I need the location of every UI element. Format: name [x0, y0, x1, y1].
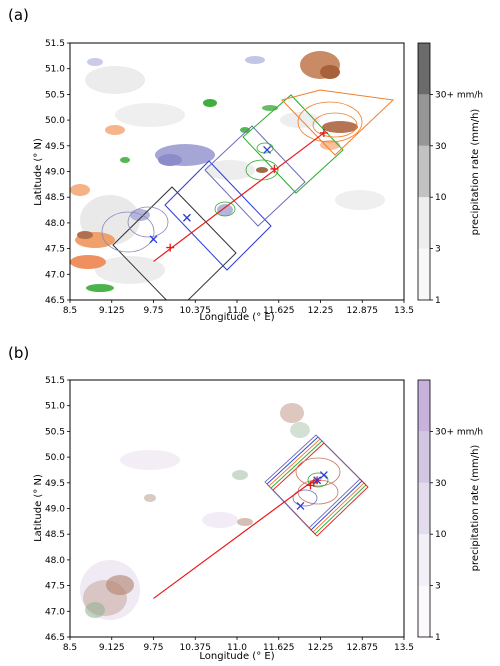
panel-b-precip-field: [70, 380, 404, 637]
panel-a: (a): [8, 6, 483, 323]
y-tick-label: 47.0: [45, 270, 65, 280]
y-tick-label: 48.0: [45, 556, 65, 566]
panel-a-label: (a): [8, 6, 29, 24]
y-tick-label: 46.5: [45, 633, 65, 643]
x-tick-label: 11.625: [263, 643, 295, 653]
y-tick-label: 51.5: [45, 376, 65, 386]
track-point-marker: [270, 164, 279, 173]
colorbar-tick-label: 1: [435, 296, 441, 306]
track-line: [153, 479, 315, 599]
y-tick-label: 49.0: [45, 505, 65, 515]
track-point-marker: [166, 243, 175, 252]
x-tick-label: 9.125: [99, 306, 125, 316]
blue-x-marker: [149, 235, 158, 244]
panel-a-precip-field: [70, 43, 404, 300]
colorbar-tick-label: 10: [435, 530, 447, 540]
panel-b-colorbar: 1 3 10 30 30+ mm/h: [417, 379, 483, 643]
y-tick-label: 49.5: [45, 479, 65, 489]
colorbar-segment: [418, 585, 430, 637]
y-tick-label: 51.5: [45, 39, 65, 49]
panel-b-overlay: [153, 471, 328, 599]
y-tick-label: 46.5: [45, 296, 65, 306]
y-tick-label: 50.0: [45, 453, 65, 463]
x-tick-label: 12.875: [347, 643, 379, 653]
y-tick-label: 51.0: [45, 65, 65, 75]
panel-a-xlabel: Longitude (° E): [199, 312, 274, 323]
x-tick-label: 12.25: [308, 306, 334, 316]
colorbar-tick-label: 1: [435, 633, 441, 643]
track-line: [153, 132, 325, 262]
blue-x-marker: [296, 501, 305, 510]
panel-b-xlabel: Longitude (° E): [199, 651, 274, 662]
blue-x-marker: [319, 471, 328, 480]
colorbar-segment: [418, 380, 430, 432]
y-tick-label: 47.5: [45, 582, 65, 592]
panel-b-colorbar-label: precipitation rate (mm/h): [470, 445, 481, 572]
panel-b-domain-boxes: [264, 434, 369, 537]
colorbar-segment: [418, 94, 430, 146]
y-tick-label: 48.5: [45, 193, 65, 203]
panel-b: (b): [8, 344, 483, 662]
x-tick-label: 12.25: [308, 643, 334, 653]
x-tick-label: 11.0: [227, 306, 247, 316]
x-tick-label: 8.5: [63, 306, 77, 316]
x-tick-label: 13.5: [394, 643, 414, 653]
x-tick-label: 9.75: [143, 643, 163, 653]
colorbar-tick-label: 10: [435, 193, 447, 203]
x-tick-label: 10.375: [180, 643, 212, 653]
panel-a-overlay: [149, 128, 328, 262]
x-tick-label: 9.75: [143, 306, 163, 316]
colorbar-tick-label: 30+ mm/h: [435, 427, 483, 437]
y-tick-label: 49.0: [45, 168, 65, 178]
panel-a-ticks: 8.5 9.125 9.75 10.375 11.0 11.625 12.25 12.875 1…: [45, 39, 414, 316]
x-tick-label: 10.375: [180, 306, 212, 316]
panel-b-ticks: 8.5 9.125 9.75 10.375 11.0 11.625 12.25 12.875 1…: [45, 376, 414, 653]
colorbar-frame: [417, 379, 431, 638]
panel-b-label: (b): [8, 344, 29, 362]
panel-a-colorbar: 1 3 10 30 30+ mm/h: [417, 42, 483, 306]
y-tick-label: 50.0: [45, 116, 65, 126]
panel-a-ylabel: Latitude (° N): [33, 138, 44, 206]
x-tick-label: 9.125: [99, 643, 125, 653]
colorbar-tick-label: 30: [435, 142, 447, 152]
blue-x-marker: [313, 476, 322, 485]
x-tick-label: 11.0: [227, 643, 247, 653]
colorbar-segment: [418, 248, 430, 300]
y-tick-label: 50.5: [45, 90, 65, 100]
panel-b-ylabel: Latitude (° N): [33, 474, 44, 542]
colorbar-tick-label: 30+ mm/h: [435, 90, 483, 100]
track-point-marker: [319, 128, 328, 137]
y-tick-label: 48.5: [45, 530, 65, 540]
colorbar-segment: [418, 482, 430, 535]
colorbar-tick-label: 30: [435, 479, 447, 489]
y-tick-label: 51.0: [45, 402, 65, 412]
y-tick-label: 50.5: [45, 427, 65, 437]
x-tick-label: 8.5: [63, 643, 77, 653]
y-tick-label: 47.0: [45, 607, 65, 617]
y-tick-label: 48.0: [45, 219, 65, 229]
colorbar-tick-label: 3: [435, 245, 441, 255]
y-tick-label: 49.5: [45, 142, 65, 152]
y-tick-label: 47.5: [45, 245, 65, 255]
x-tick-label: 12.875: [347, 306, 379, 316]
x-tick-label: 11.625: [263, 306, 295, 316]
colorbar-segment: [418, 534, 430, 586]
x-tick-label: 13.5: [394, 306, 414, 316]
blue-x-marker: [263, 145, 272, 154]
colorbar-segment: [418, 145, 430, 198]
panel-a-colorbar-label: precipitation rate (mm/h): [470, 109, 481, 236]
blue-x-marker: [182, 213, 191, 222]
colorbar-segment: [418, 197, 430, 249]
colorbar-segment: [418, 43, 430, 95]
colorbar-frame: [417, 42, 431, 301]
colorbar-tick-label: 3: [435, 582, 441, 592]
colorbar-segment: [418, 431, 430, 483]
